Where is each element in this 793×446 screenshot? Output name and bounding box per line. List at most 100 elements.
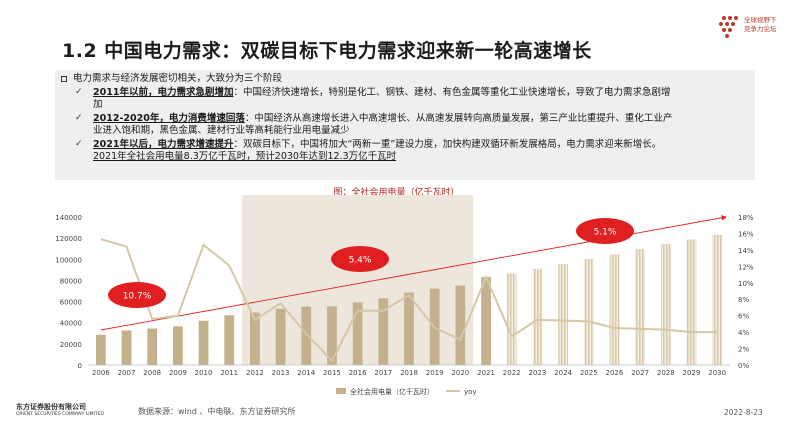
summary-item-2: 2012-2020年，电力消费增速回落：中国经济从高速增长进入中高速增长、从高速… (93, 113, 673, 124)
bar (121, 330, 132, 365)
x-tick-label: 2030 (708, 369, 726, 377)
bar (198, 320, 209, 365)
y-right-tick-label: 12% (738, 263, 754, 271)
square-bullet-icon (61, 76, 67, 82)
yoy-line (100, 238, 718, 363)
bar (173, 326, 183, 365)
y-left-tick-label: 60000 (60, 299, 82, 307)
summary-item-3: 2021年以后，电力需求增速提升：双碳目标下，中国将加大“两新一重”建设力度，加… (93, 139, 662, 150)
x-tick-label: 2015 (323, 369, 341, 377)
bar (147, 328, 158, 365)
x-tick-label: 2014 (297, 369, 315, 377)
bar (635, 249, 645, 365)
legend-bar-swatch (336, 388, 346, 394)
x-tick-label: 2017 (374, 369, 392, 377)
y-left-tick-label: 80000 (60, 277, 82, 285)
y-right-tick-label: 8% (738, 296, 749, 304)
growth-rate-ellipse (108, 282, 166, 308)
x-tick-label: 2019 (426, 369, 444, 377)
y-left-tick-label: 140000 (55, 214, 82, 222)
bar (558, 264, 568, 365)
x-tick-label: 2027 (631, 369, 649, 377)
logo-line-1: 全球视野下 (744, 16, 777, 24)
x-tick-label: 2025 (580, 369, 598, 377)
x-tick-label: 2024 (554, 369, 572, 377)
bar (481, 277, 491, 365)
legend-bar-label: 全社会用电量（亿千瓦时） (350, 387, 434, 396)
x-tick-label: 2008 (143, 369, 161, 377)
y-right-tick-label: 0% (738, 362, 749, 370)
y-left-tick-label: 120000 (55, 235, 82, 243)
x-tick-label: 2028 (657, 369, 675, 377)
x-tick-label: 2016 (349, 369, 367, 377)
x-tick-label: 2021 (477, 369, 495, 377)
legend-yoy-label: yoy (464, 388, 477, 396)
x-tick-label: 2026 (606, 369, 624, 377)
y-left-tick-label: 20000 (60, 341, 82, 349)
bar (609, 254, 620, 365)
bar (404, 292, 414, 365)
y-right-tick-label: 16% (738, 230, 754, 238)
forum-logo-icon (719, 16, 738, 38)
x-tick-label: 2011 (220, 369, 238, 377)
growth-rate-ellipse (576, 218, 634, 244)
bar (301, 306, 312, 365)
page-title: 1.2 中国电力需求：双碳目标下电力需求迎来新一轮高速增长 (62, 40, 592, 62)
growth-rate-ellipse (331, 246, 389, 272)
summary-box: 电力需求与经济发展密切相关，大致分为三个阶段 ✓ 2011年以前，电力需求急剧增… (55, 70, 755, 180)
y-left-tick-label: 40000 (60, 320, 82, 328)
bar (327, 306, 337, 365)
logo-line-2: 竞争力论坛 (744, 25, 777, 33)
chart-title: 图：全社会用电量（亿千瓦时） (333, 188, 460, 198)
y-right-tick-label: 10% (738, 280, 754, 288)
report-date: 2022-8-23 (724, 408, 763, 417)
x-tick-label: 2023 (528, 369, 546, 377)
x-tick-label: 2009 (169, 369, 187, 377)
y-left-tick-label: 0 (78, 362, 82, 370)
x-tick-label: 2029 (683, 369, 701, 377)
bar (95, 334, 106, 365)
bar (378, 298, 389, 365)
company-logo: 东方证券股份有限公司 ORIENT SECURITIES COMPANY LIM… (16, 403, 104, 419)
bar (352, 302, 363, 365)
y-right-tick-label: 18% (738, 214, 754, 222)
company-name: 东方证券股份有限公司 (16, 403, 86, 411)
bar (506, 273, 517, 365)
bar (224, 315, 235, 365)
y-right-tick-label: 2% (738, 346, 749, 354)
y-right-tick-label: 14% (738, 247, 754, 255)
x-tick-label: 2020 (451, 369, 469, 377)
growth-rate-label: 5.4% (349, 256, 372, 266)
checkmark-icon: ✓ (75, 87, 83, 97)
x-tick-label: 2007 (118, 369, 136, 377)
electricity-chart: 10.7% 5.4% 5.1% 0 20000 40000 60000 80000 10000… (55, 195, 754, 396)
x-tick-label: 2010 (195, 369, 213, 377)
bar (712, 234, 723, 365)
growth-rate-label: 5.1% (594, 228, 617, 238)
summary-item-2-cont: 业进入饱和期，黑色金属、建材行业等高耗能行业用电量减少 (93, 125, 350, 136)
bar (660, 243, 671, 365)
summary-lead: 电力需求与经济发展密切相关，大致分为三个阶段 (73, 73, 283, 84)
x-tick-label: 2006 (92, 369, 110, 377)
y-left-tick-label: 100000 (55, 256, 82, 264)
x-tick-label: 2012 (246, 369, 264, 377)
summary-item-1: 2011年以前，电力需求急剧增加：中国经济快速增长，特别是化工、钢铁、建材、有色… (93, 87, 671, 98)
company-name-en: ORIENT SECURITIES COMPANY LIMITED (16, 412, 104, 417)
bar (250, 312, 260, 365)
y-right-tick-label: 4% (738, 329, 749, 337)
checkmark-icon: ✓ (75, 113, 83, 123)
summary-item-1-cont: 加 (93, 99, 103, 110)
summary-item-3-cont: 2021年全社会用电量8.3万亿千瓦时，预计2030年达到12.3万亿千瓦时 (93, 151, 397, 162)
data-source: 数据来源：wind 、中电联、东方证券研究所 (138, 407, 296, 416)
bar (686, 239, 697, 365)
bar (455, 285, 466, 365)
bar (532, 268, 543, 365)
bar (583, 258, 594, 365)
growth-rate-label: 10.7% (123, 292, 152, 302)
x-tick-label: 2022 (503, 369, 521, 377)
x-tick-label: 2018 (400, 369, 418, 377)
x-tick-label: 2013 (272, 369, 290, 377)
forum-logo: 全球视野下 竞争力论坛 (718, 12, 788, 46)
bar (275, 308, 286, 365)
checkmark-icon: ✓ (75, 139, 83, 149)
